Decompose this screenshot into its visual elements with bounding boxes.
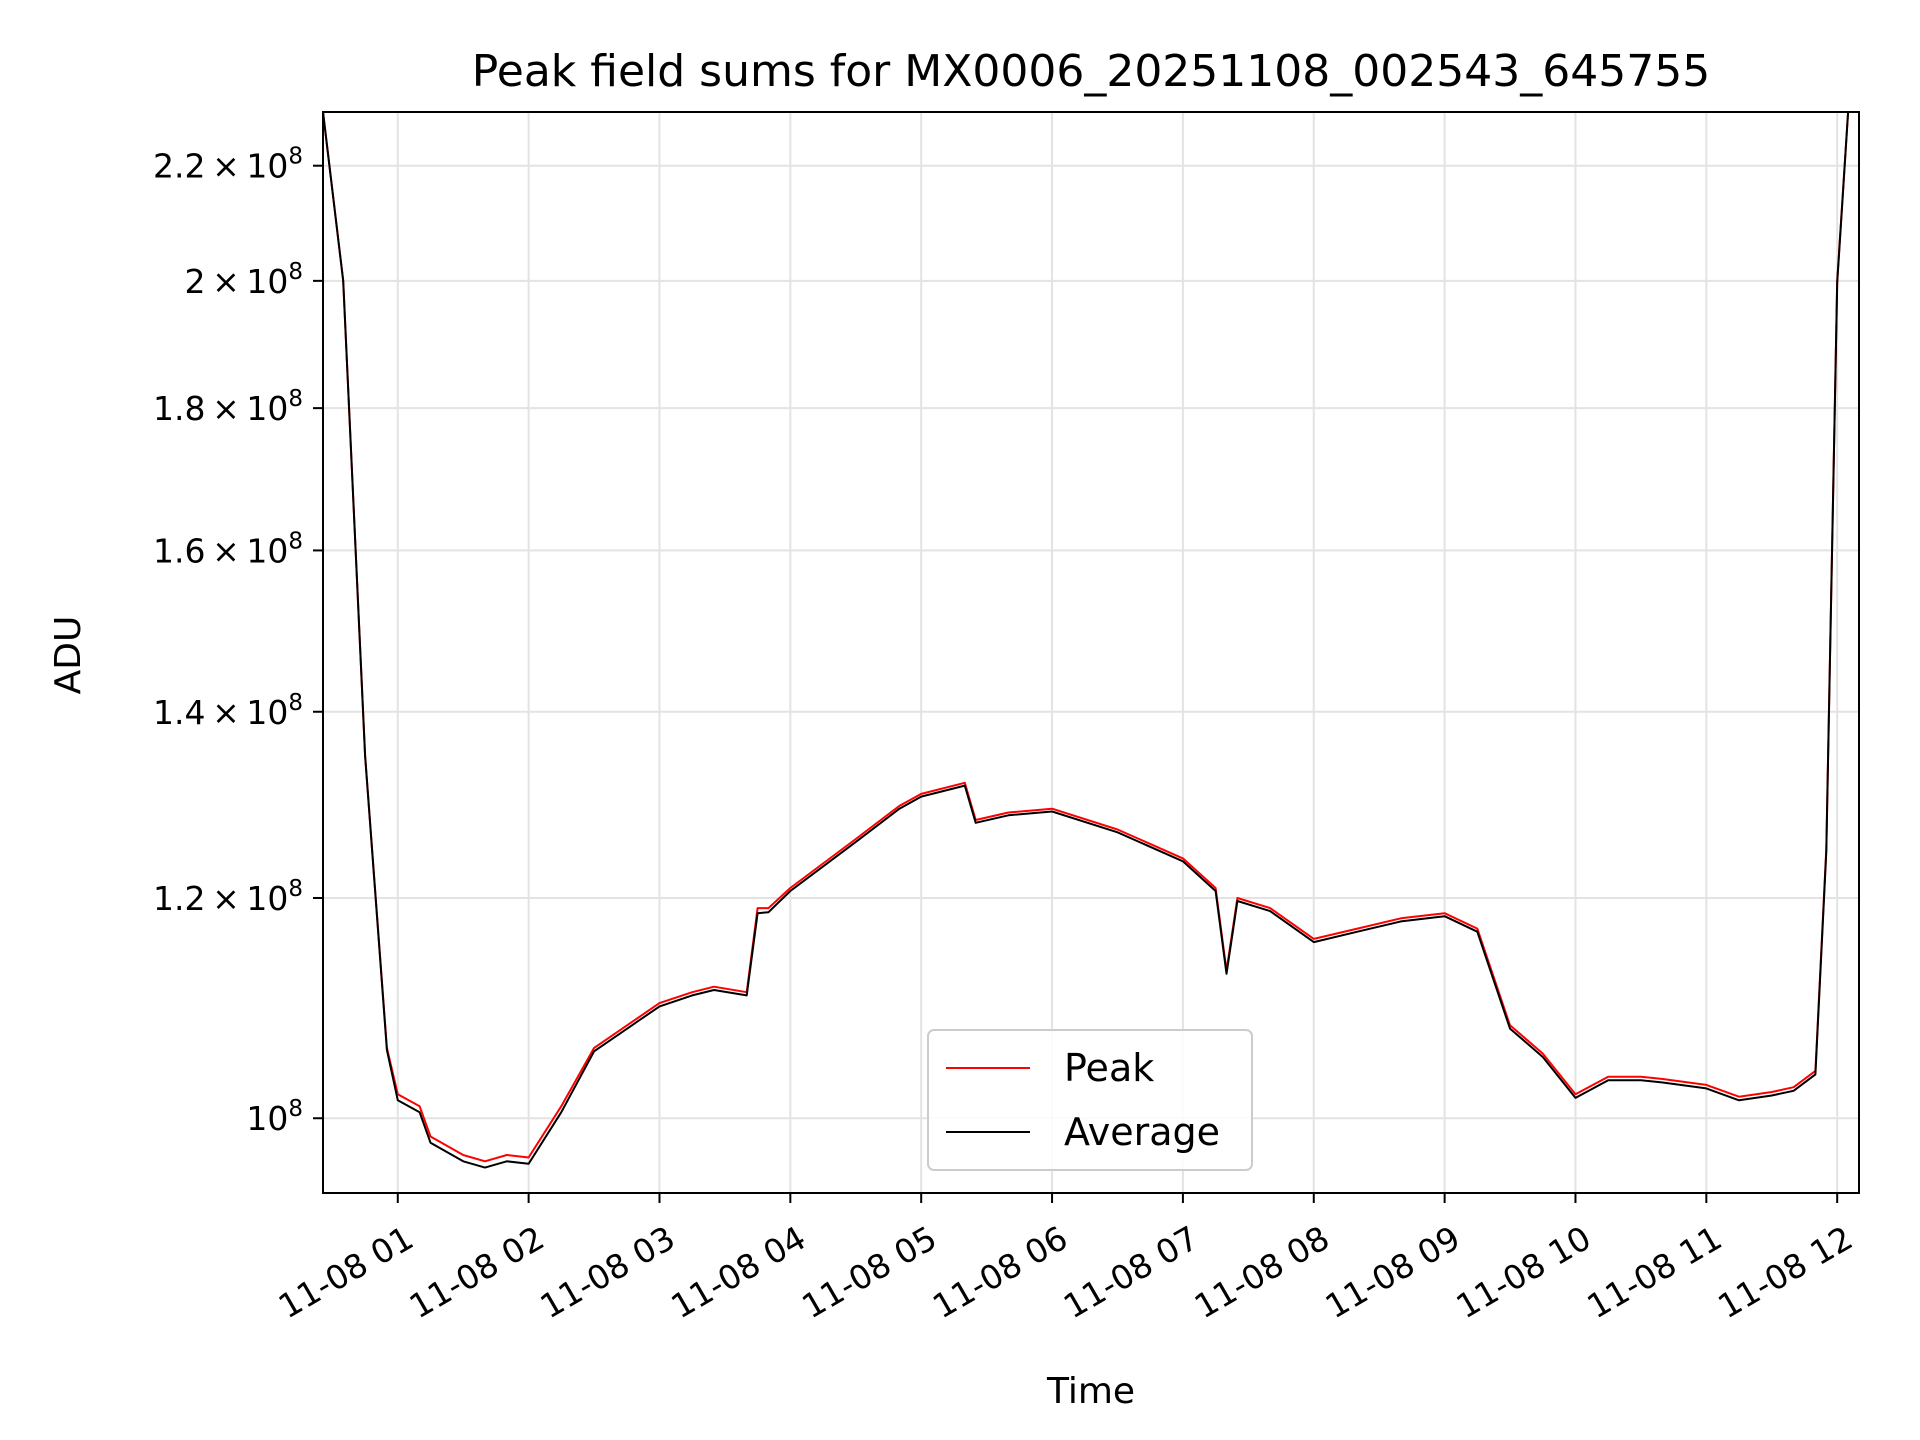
legend-label-peak: Peak <box>1064 1046 1154 1090</box>
series-line-average <box>322 111 1850 1169</box>
y-tick-label: 108 <box>246 1096 303 1138</box>
x-axis-label: Time <box>1046 1371 1135 1412</box>
y-tick-label: 1.4 × 108 <box>153 690 303 732</box>
y-tick-label: 2.2 × 108 <box>153 144 303 186</box>
chart-title: Peak field sums for MX0006_20251108_0025… <box>472 46 1710 97</box>
grid <box>323 112 1859 1193</box>
plot-frame <box>322 111 1860 1194</box>
legend: Peak Average <box>927 1029 1253 1171</box>
y-tick-label: 1.6 × 108 <box>153 528 303 570</box>
y-axis: 108 1.2 × 108 1.4 × 108 1.6 × 108 1.8 × 108 2… <box>153 144 323 1138</box>
y-axis-label: ADU <box>48 616 89 695</box>
series-line-peak <box>322 111 1850 1163</box>
y-tick-label: 2 × 108 <box>185 259 303 301</box>
legend-box <box>927 1029 1253 1171</box>
legend-label-average: Average <box>1064 1110 1220 1154</box>
y-tick-label: 1.8 × 108 <box>153 386 303 428</box>
series-layer <box>322 111 1850 1169</box>
y-tick-label: 1.2 × 108 <box>153 876 303 918</box>
